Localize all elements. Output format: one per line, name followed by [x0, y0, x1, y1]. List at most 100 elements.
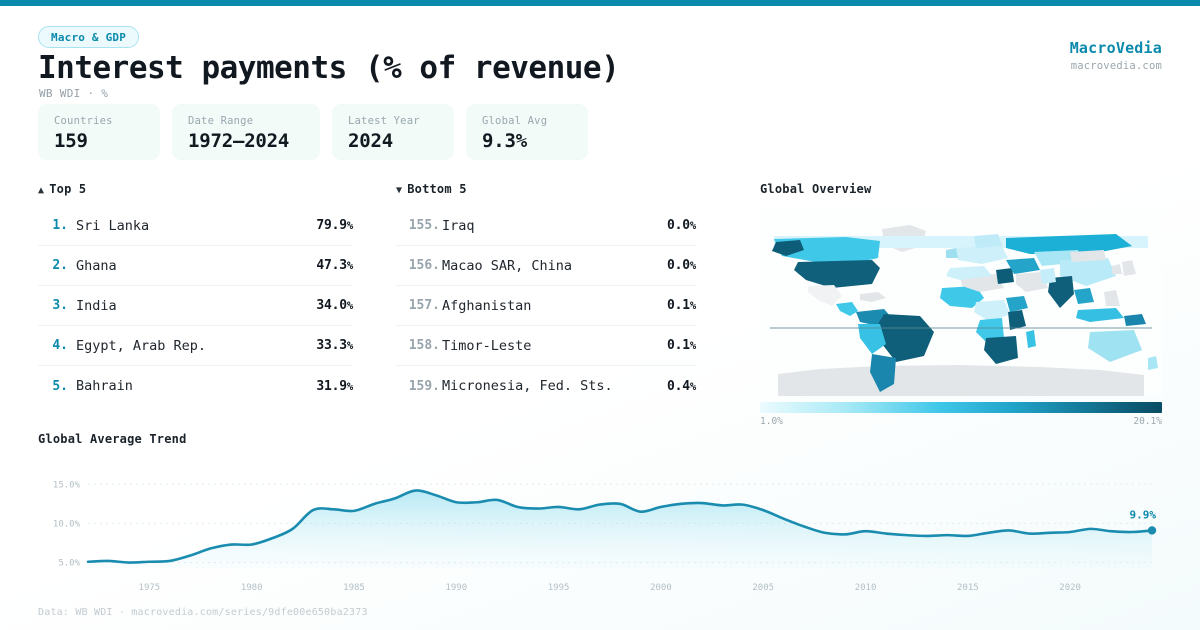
map-colorbar-labels: 1.0% 20.1%: [760, 416, 1162, 427]
y-tick-label: 5.0%: [58, 559, 80, 569]
trend-last-value-label: 9.9%: [1130, 508, 1157, 521]
rank-number: 3.: [52, 298, 68, 313]
list-item[interactable]: 157. Afghanistan 0.1%: [396, 286, 696, 326]
brand[interactable]: MacroVedia macrovedia.com: [1070, 39, 1162, 72]
value-number: 34.0: [316, 298, 347, 313]
map-svg: [760, 206, 1162, 396]
value-unit: %: [689, 300, 696, 312]
x-tick-label: 1975: [139, 583, 161, 593]
stat-label: Global Avg: [482, 115, 548, 127]
trend-x-axis-labels: 1975 1980 1985 1990 1995 2000 2005 2010 2015 2020: [139, 583, 1081, 593]
list-item[interactable]: 155. Iraq 0.0%: [396, 206, 696, 246]
stat-label: Countries: [54, 115, 113, 127]
value-number: 79.9: [316, 218, 347, 233]
country-name: Sri Lanka: [76, 217, 150, 234]
value-unit: %: [346, 220, 353, 232]
bottom-5-list: 155. Iraq 0.0% 156. Macao SAR, China 0.0…: [396, 206, 696, 406]
country-value: 0.1%: [667, 338, 696, 353]
rank-number: 155.: [408, 218, 440, 233]
country-value: 0.0%: [667, 258, 696, 273]
x-tick-label: 2000: [650, 583, 672, 593]
country-name: Macao SAR, China: [442, 257, 573, 274]
list-item[interactable]: 3. India 34.0%: [38, 286, 353, 326]
bottom-5-panel: ▼ Bottom 5 155. Iraq 0.0% 156. Macao SAR,…: [396, 182, 696, 406]
x-tick-label: 1990: [445, 583, 467, 593]
value-unit: %: [346, 300, 353, 312]
country-value: 0.0%: [667, 218, 696, 233]
rank-number: 4.: [52, 338, 68, 353]
stat-value: 159: [54, 130, 88, 152]
country-name: Micronesia, Fed. Sts.: [442, 378, 613, 394]
stat-value: 9.3%: [482, 130, 527, 152]
list-item[interactable]: 5. Bahrain 31.9%: [38, 366, 353, 406]
stat-value: 1972–2024: [188, 130, 290, 152]
country-name: Timor-Leste: [442, 337, 532, 354]
country-value: 79.9%: [316, 218, 353, 233]
list-item[interactable]: 156. Macao SAR, China 0.0%: [396, 246, 696, 286]
value-number: 33.3: [316, 338, 347, 353]
value-unit: %: [689, 260, 696, 272]
value-unit: %: [689, 220, 696, 232]
map-title: Global Overview: [760, 182, 872, 196]
page-subtitle: WB WDI · %: [39, 87, 109, 100]
map-colorbar: [760, 402, 1162, 413]
trend-title: Global Average Trend: [38, 432, 187, 446]
country-name: Afghanistan: [442, 297, 532, 314]
x-tick-label: 2020: [1059, 583, 1081, 593]
top-accent-bar: [0, 0, 1200, 6]
caret-down-icon: ▼: [396, 185, 403, 196]
rank-number: 5.: [52, 378, 68, 394]
x-tick-label: 2005: [752, 583, 774, 593]
list-item[interactable]: 4. Egypt, Arab Rep. 33.3%: [38, 326, 353, 366]
list-item[interactable]: 1. Sri Lanka 79.9%: [38, 206, 353, 246]
value-number: 0.1: [666, 338, 690, 353]
header: Macro & GDP Interest payments (% of reve…: [0, 6, 1200, 100]
stat-card-date-range: Date Range 1972–2024: [172, 104, 320, 160]
trend-line: [86, 489, 1154, 564]
y-tick-label: 15.0%: [53, 480, 81, 490]
country-value: 34.0%: [316, 298, 353, 313]
footer-source: Data: WB WDI · macrovedia.com/series/9df…: [38, 607, 368, 618]
category-badge[interactable]: Macro & GDP: [38, 26, 140, 48]
value-unit: %: [346, 260, 353, 272]
stat-label: Date Range: [188, 115, 254, 127]
x-tick-label: 2015: [957, 583, 979, 593]
bottom-5-title: ▼ Bottom 5: [396, 182, 696, 196]
country-value: 0.1%: [667, 298, 696, 313]
country-value: 0.4%: [667, 379, 696, 394]
value-number: 0.1: [666, 298, 690, 313]
trend-last-point: [1147, 526, 1157, 535]
brand-url: macrovedia.com: [1070, 60, 1162, 72]
bottom-5-title-label: Bottom 5: [407, 182, 467, 196]
trend-area-fill: [88, 490, 1152, 568]
trend-chart[interactable]: 5.0% 10.0% 15.0% 9.9% 1975 1980 1985 1990 1995…: [38, 456, 1162, 596]
list-item[interactable]: 2. Ghana 47.3%: [38, 246, 353, 286]
country-name: Iraq: [442, 217, 475, 234]
x-tick-label: 1980: [241, 583, 263, 593]
rank-number: 157.: [408, 298, 440, 313]
value-unit: %: [689, 380, 696, 393]
top-5-panel: ▲ Top 5 1. Sri Lanka 79.9% 2. Ghana 47.3%…: [38, 182, 353, 406]
country-name: Egypt, Arab Rep.: [76, 337, 207, 354]
stat-cards: Countries 159 Date Range 1972–2024 Lates…: [38, 104, 588, 160]
country-value: 33.3%: [316, 338, 353, 353]
rank-number: 2.: [52, 258, 68, 273]
global-average-trend-panel: Global Average Trend 5.0% 10.0% 15.0% 9.9%…: [38, 432, 1162, 596]
top-5-title-label: Top 5: [49, 182, 87, 196]
country-value: 47.3%: [316, 258, 353, 273]
list-item[interactable]: 159. Micronesia, Fed. Sts. 0.4%: [396, 366, 697, 406]
value-number: 0.4: [666, 378, 690, 394]
stat-value: 2024: [348, 130, 393, 152]
top-5-title: ▲ Top 5: [38, 182, 353, 196]
page-title: Interest payments (% of revenue): [38, 50, 620, 86]
colorbar-min-label: 1.0%: [760, 416, 783, 427]
x-tick-label: 1985: [343, 583, 365, 593]
top-5-list: 1. Sri Lanka 79.9% 2. Ghana 47.3% 3. Ind…: [38, 206, 353, 406]
rank-number: 159.: [408, 378, 440, 394]
rank-number: 158.: [408, 338, 440, 353]
y-tick-label: 10.0%: [53, 519, 81, 529]
list-item[interactable]: 158. Timor-Leste 0.1%: [396, 326, 696, 366]
global-overview-panel: Global Overview: [760, 182, 1162, 427]
world-choropleth-map[interactable]: [760, 206, 1162, 396]
